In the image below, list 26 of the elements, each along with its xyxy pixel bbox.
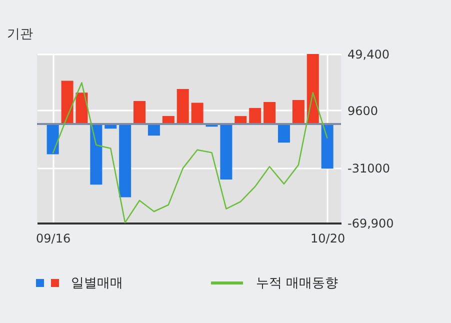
bar xyxy=(249,108,262,124)
bar xyxy=(176,88,189,124)
bar xyxy=(61,80,74,124)
bar xyxy=(134,101,146,124)
line-series xyxy=(52,82,328,224)
bar xyxy=(76,92,88,124)
bar xyxy=(46,124,59,154)
y-tick-label: 49,400 xyxy=(348,48,390,62)
chart-title: 기관 xyxy=(7,27,33,42)
bar xyxy=(148,124,160,136)
bar xyxy=(264,102,276,124)
y-tick-label: -31000 xyxy=(348,161,390,176)
y-tick-label: -69,900 xyxy=(348,216,394,230)
x-tick-label: 10/20 xyxy=(310,232,346,246)
bar xyxy=(278,124,290,143)
bar xyxy=(220,124,232,180)
bar xyxy=(292,100,304,124)
legend-label: 일별매매 xyxy=(71,276,123,291)
bar xyxy=(321,124,334,169)
bar xyxy=(90,124,102,185)
bar xyxy=(306,54,319,124)
y-tick-label: 9600 xyxy=(348,104,378,118)
bar xyxy=(119,124,132,198)
legend-label: 누적 매매동향 xyxy=(256,276,338,291)
bar xyxy=(191,102,204,124)
x-tick-label: 09/16 xyxy=(36,232,71,246)
